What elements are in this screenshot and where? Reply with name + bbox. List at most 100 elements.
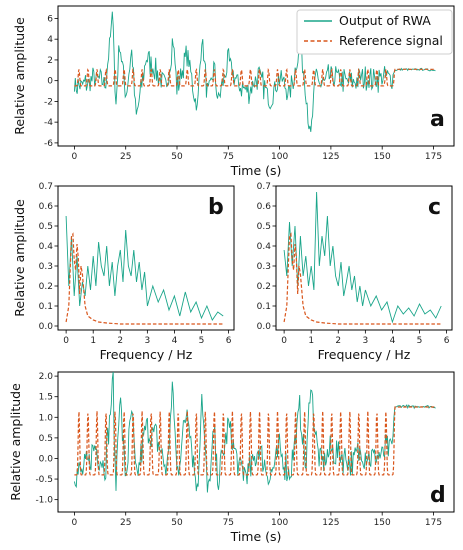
- panel-c-letter: c: [428, 195, 441, 220]
- panel-a-x-tick-2: 50: [171, 146, 183, 162]
- legend-reference-label: Reference signal: [339, 33, 443, 48]
- panel-c-x-tick-1: 1: [308, 330, 314, 346]
- svg-text:3: 3: [144, 336, 150, 346]
- panel-b-chart: 0 1 2 3 4 5 6 0.0 0.1 0.2 0.3 0.4 0.5 0.6 0.7 Frequen…: [12, 182, 235, 362]
- panel-b-x-tick-2: 2: [117, 330, 123, 346]
- svg-text:5: 5: [417, 336, 423, 346]
- svg-text:0: 0: [72, 152, 78, 162]
- panel-c-y-tick-7: 0.7: [257, 182, 276, 192]
- svg-text:2: 2: [335, 336, 341, 346]
- svg-text:0.1: 0.1: [39, 302, 53, 312]
- svg-text:0: 0: [63, 336, 69, 346]
- panel-c-x-tick-2: 2: [335, 330, 341, 346]
- svg-text:2: 2: [117, 336, 123, 346]
- panel-c-x-tick-5: 5: [417, 330, 423, 346]
- panel-d-x-tick-5: 125: [322, 512, 339, 528]
- svg-text:0.0: 0.0: [39, 454, 54, 464]
- panel-d-frame: [57, 371, 455, 513]
- svg-text:-6: -6: [44, 139, 53, 149]
- panel-c-x-tick-4: 4: [390, 330, 396, 346]
- panel-a-y-label: Relative amplitude: [12, 17, 27, 135]
- svg-text:0.5: 0.5: [257, 222, 271, 232]
- svg-text:0.6: 0.6: [39, 202, 54, 212]
- panel-c-x-tick-6: 6: [444, 330, 450, 346]
- panel-b-y-tick-0: 0.0: [39, 322, 58, 332]
- panel-c-x-label: Frequency / Hz: [318, 347, 411, 362]
- svg-text:0.0: 0.0: [39, 322, 54, 332]
- panel-d-x-tick-0: 0: [72, 512, 78, 528]
- svg-text:75: 75: [223, 152, 234, 162]
- panel-a-y-tick-6: 6: [47, 14, 58, 24]
- panel-c-chart: 0 1 2 3 4 5 6 0.0 0.1 0.2 0.3 0.4 0.5 0.6 0.7 Frequen…: [257, 182, 453, 362]
- panel-a-x-tick-7: 175: [425, 146, 442, 162]
- svg-text:0.3: 0.3: [39, 262, 53, 272]
- panel-d-chart: 0 25 50 75 100 125 150 175 -1.0 -0.5 0.0 0.5 1.0 1.5…: [8, 371, 455, 544]
- panel-d-y-tick-6: 2.0: [39, 372, 58, 382]
- panel-d-rwa-line: [73, 372, 436, 493]
- svg-text:0.6: 0.6: [257, 202, 272, 212]
- svg-text:0: 0: [47, 77, 53, 87]
- panel-d-series: [73, 372, 436, 493]
- panel-b-y-tick-1: 0.1: [39, 302, 58, 312]
- svg-text:0.5: 0.5: [39, 222, 53, 232]
- panel-d-y-tick-1: -0.5: [35, 475, 58, 485]
- svg-text:6: 6: [444, 336, 450, 346]
- svg-text:0.7: 0.7: [257, 182, 271, 192]
- panel-a-series: [73, 11, 436, 132]
- panel-b-letter: b: [208, 195, 224, 220]
- panel-b-x-tick-4: 4: [172, 330, 178, 346]
- panel-d-y-tick-0: -1.0: [35, 496, 58, 506]
- svg-text:0.1: 0.1: [257, 302, 271, 312]
- svg-text:175: 175: [425, 152, 442, 162]
- legend: Output of RWA Reference signal: [296, 9, 453, 55]
- panel-d-x-tick-3: 75: [223, 512, 234, 528]
- svg-text:-4: -4: [44, 118, 53, 128]
- svg-text:-0.5: -0.5: [35, 475, 53, 485]
- svg-text:5: 5: [199, 336, 205, 346]
- panel-c-x-tick-3: 3: [362, 330, 368, 346]
- svg-text:125: 125: [322, 518, 339, 528]
- panel-a-x-tick-1: 25: [120, 146, 131, 162]
- panel-b-y-tick-2: 0.2: [39, 282, 58, 292]
- svg-text:4: 4: [47, 35, 53, 45]
- panel-d-y-tick-2: 0.0: [39, 454, 58, 464]
- svg-text:1: 1: [308, 336, 314, 346]
- panel-d-y-label: Relative amplitude: [8, 383, 23, 501]
- svg-text:25: 25: [120, 518, 131, 528]
- panel-c-y-ticks: 0.0 0.1 0.2 0.3 0.4 0.5 0.6 0.7: [257, 182, 276, 332]
- svg-text:100: 100: [271, 518, 288, 528]
- panel-b-y-label: Relative amplitude: [12, 199, 27, 317]
- panel-d-y-tick-4: 1.0: [39, 413, 58, 423]
- svg-text:75: 75: [223, 518, 234, 528]
- panel-c-frame: [275, 185, 453, 331]
- svg-text:0.5: 0.5: [39, 434, 53, 444]
- panel-b-y-tick-4: 0.4: [39, 242, 58, 252]
- svg-text:0.2: 0.2: [257, 282, 271, 292]
- panel-c-y-tick-1: 0.1: [257, 302, 276, 312]
- panel-a-y-tick-4: 2: [47, 56, 58, 66]
- panel-a-x-label: Time (s): [230, 163, 282, 178]
- panel-d-letter: d: [430, 483, 446, 508]
- panel-c-x-tick-0: 0: [281, 330, 287, 346]
- panel-b-y-tick-6: 0.6: [39, 202, 58, 212]
- svg-text:1.5: 1.5: [39, 393, 53, 403]
- panel-b-x-tick-5: 5: [199, 330, 205, 346]
- legend-rwa-label: Output of RWA: [339, 13, 431, 28]
- panel-c-y-tick-4: 0.4: [257, 242, 276, 252]
- panel-b-reference-line: [65, 232, 224, 325]
- svg-text:0.2: 0.2: [39, 282, 53, 292]
- svg-text:0: 0: [72, 518, 78, 528]
- panel-a-y-tick-3: 0: [47, 77, 58, 87]
- svg-text:0.7: 0.7: [39, 182, 53, 192]
- svg-text:0: 0: [281, 336, 287, 346]
- panel-c-y-tick-6: 0.6: [257, 202, 276, 212]
- panel-b-y-tick-7: 0.7: [39, 182, 58, 192]
- svg-text:0.3: 0.3: [257, 262, 271, 272]
- panel-d-y-ticks: -1.0 -0.5 0.0 0.5 1.0 1.5 2.0: [35, 372, 58, 506]
- panel-b-x-tick-6: 6: [226, 330, 232, 346]
- svg-text:150: 150: [374, 152, 391, 162]
- panel-b-y-ticks: 0.0 0.1 0.2 0.3 0.4 0.5 0.6 0.7: [39, 182, 58, 332]
- svg-text:2: 2: [47, 56, 53, 66]
- panel-a-x-tick-6: 150: [374, 146, 391, 162]
